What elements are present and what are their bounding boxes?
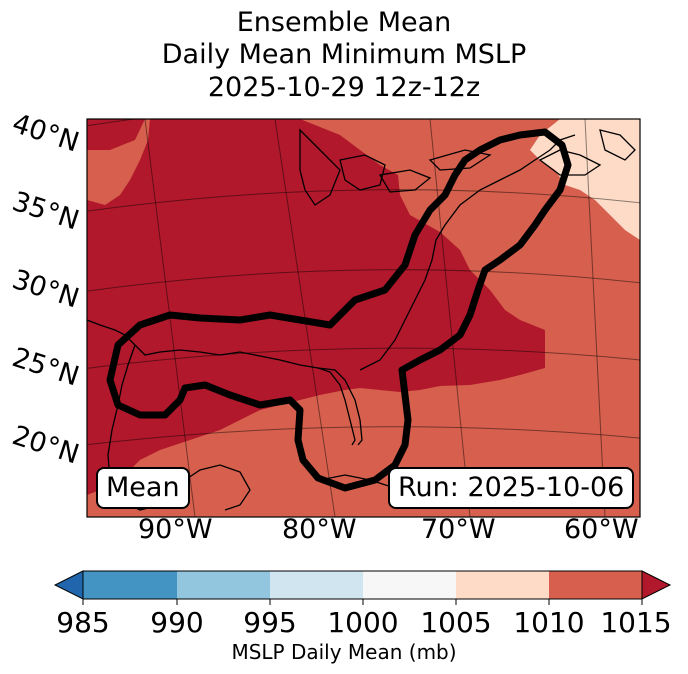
title-line-2: Daily Mean Minimum MSLP <box>161 39 527 70</box>
colorbar-bin-990-995 <box>177 571 270 599</box>
lon-label-70w: 70°W <box>421 514 496 545</box>
forecast-contour <box>106 128 572 492</box>
lon-label-90w: 90°W <box>138 514 213 545</box>
title-line-3: 2025-10-29 12z-12z <box>207 72 481 103</box>
stat-badge: Mean <box>96 467 190 509</box>
colorbar-tick-1005: 1005 <box>420 606 492 639</box>
colorbar-extend-low <box>53 570 84 600</box>
colorbar-tick-985: 985 <box>56 606 110 639</box>
lon-label-60w: 60°W <box>564 514 639 545</box>
colorbar-tick-1010: 1010 <box>513 606 585 639</box>
colorbar-bin-995-1000 <box>270 571 363 599</box>
run-date-badge: Run: 2025-10-06 <box>388 467 635 509</box>
field-above-1015 <box>87 119 545 495</box>
colorbar <box>53 570 672 605</box>
map-frame <box>86 118 641 518</box>
colorbar-bin-985-990 <box>83 571 177 599</box>
pressure-field <box>87 119 640 517</box>
colorbar-extend-high <box>641 570 672 600</box>
colorbar-bin-1000-1005 <box>363 571 456 599</box>
colorbar-label: MSLP Daily Mean (mb) <box>231 640 457 664</box>
field-1005-1010 <box>530 119 640 240</box>
colorbar-tick-990: 990 <box>150 606 204 639</box>
colorbar-bin-1010-1015 <box>549 571 642 599</box>
colorbar-bin-1005-1010 <box>456 571 549 599</box>
colorbar-tick-1000: 1000 <box>327 606 399 639</box>
lon-label-80w: 80°W <box>282 514 357 545</box>
title-line-1: Ensemble Mean <box>236 7 452 38</box>
colorbar-tick-995: 995 <box>243 606 297 639</box>
field-above-1015-nw <box>87 119 145 150</box>
colorbar-tick-1015: 1015 <box>600 606 672 639</box>
